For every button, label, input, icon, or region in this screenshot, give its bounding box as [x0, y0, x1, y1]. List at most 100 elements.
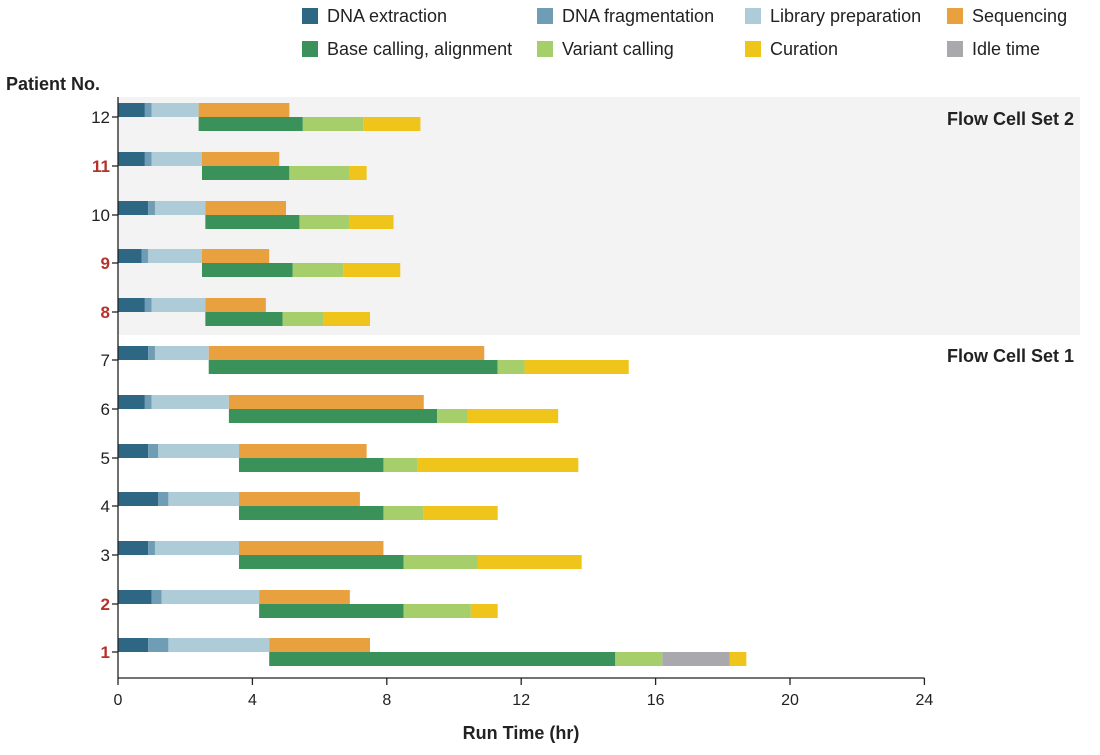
x-tick-label-20: 20 [781, 692, 799, 709]
bar-patient-8-bottom-base_calling_alignment [205, 312, 283, 326]
legend-swatch-curation [745, 41, 761, 57]
bar-patient-8-bottom-curation [322, 312, 370, 326]
bar-patient-2-top-dna_fragmentation [151, 590, 162, 604]
bar-patient-11-bottom-base_calling_alignment [202, 166, 290, 180]
legend-swatch-sequencing [947, 8, 963, 24]
legend-swatch-idle_time [947, 41, 963, 57]
bar-patient-6-bottom-curation [467, 409, 559, 423]
bar-patient-1-bottom-variant_calling [615, 652, 663, 666]
bar-patient-1-top-dna_extraction [118, 638, 149, 652]
x-tick-label-16: 16 [647, 692, 665, 709]
bar-patient-8-top-library_preparation [151, 298, 206, 312]
bar-patient-7-top-sequencing [208, 346, 485, 360]
bar-patient-12-top-library_preparation [151, 103, 199, 117]
legend-label-base_calling_alignment: Base calling, alignment [327, 39, 512, 59]
bar-patient-5-bottom-curation [417, 458, 579, 472]
bar-patient-8-top-sequencing [205, 298, 266, 312]
bar-patient-9-bottom-curation [343, 263, 401, 277]
y-tick-label-1: 1 [101, 643, 110, 662]
bar-patient-8-bottom-variant_calling [282, 312, 323, 326]
bar-patient-3-bottom-base_calling_alignment [238, 555, 404, 569]
bar-patient-2-top-library_preparation [161, 590, 260, 604]
y-tick-label-2: 2 [101, 595, 110, 614]
x-tick-label-24: 24 [916, 692, 934, 709]
bar-patient-12-top-sequencing [198, 103, 290, 117]
y-tick-label-6: 6 [101, 400, 110, 419]
y-tick-label-8: 8 [101, 303, 110, 322]
bar-patient-2-top-dna_extraction [118, 590, 152, 604]
legend: DNA extraction DNA fragmentation Library p… [302, 6, 1067, 59]
axes: 0 4 8 12 16 20 24 12 11 10 9 8 7 6 5 4 3 2 1 [91, 97, 933, 709]
bar-patient-2-bottom-variant_calling [403, 604, 471, 618]
bar-patient-6-top-dna_fragmentation [144, 395, 152, 409]
bar-patient-9-top-sequencing [202, 249, 270, 263]
bar-patient-7-bottom-curation [524, 360, 629, 374]
bar-patient-3-top-sequencing [238, 541, 384, 555]
bar-patient-5-top-dna_extraction [118, 444, 149, 458]
bar-patient-10-top-dna_extraction [118, 201, 149, 215]
bar-patient-3-bottom-variant_calling [403, 555, 478, 569]
group-label-2: Flow Cell Set 1 [947, 346, 1074, 366]
x-axis-title: Run Time (hr) [463, 723, 580, 743]
bar-patient-1-top-dna_fragmentation [148, 638, 169, 652]
bar-patient-2-bottom-base_calling_alignment [259, 604, 404, 618]
bar-patient-4-top-dna_fragmentation [158, 492, 169, 506]
bar-patient-11-top-library_preparation [151, 152, 202, 166]
y-tick-label-7: 7 [101, 351, 110, 370]
bar-patient-7-top-library_preparation [154, 346, 209, 360]
bar-patient-10-top-library_preparation [154, 201, 206, 215]
bar-patient-12-top-dna_extraction [118, 103, 145, 117]
bars [118, 103, 747, 666]
bar-patient-12-top-dna_fragmentation [144, 103, 152, 117]
bar-patient-1-top-library_preparation [168, 638, 270, 652]
bar-patient-9-top-dna_extraction [118, 249, 142, 263]
bar-patient-3-bottom-curation [477, 555, 582, 569]
bar-patient-11-top-sequencing [202, 152, 280, 166]
bar-patient-4-top-sequencing [238, 492, 360, 506]
bar-patient-12-bottom-curation [363, 117, 421, 131]
bar-patient-3-top-dna_fragmentation [148, 541, 155, 555]
bar-patient-10-bottom-curation [349, 215, 394, 229]
bar-patient-5-top-library_preparation [158, 444, 239, 458]
bar-patient-6-bottom-variant_calling [437, 409, 468, 423]
legend-label-dna_fragmentation: DNA fragmentation [562, 6, 714, 26]
bar-patient-10-top-sequencing [205, 201, 286, 215]
bar-patient-11-bottom-variant_calling [289, 166, 350, 180]
x-tick-label-0: 0 [114, 692, 123, 709]
bar-patient-9-top-library_preparation [148, 249, 202, 263]
bar-patient-10-bottom-variant_calling [299, 215, 350, 229]
y-tick-label-4: 4 [101, 497, 110, 516]
bar-patient-2-bottom-curation [470, 604, 498, 618]
legend-label-sequencing: Sequencing [972, 6, 1067, 26]
bar-patient-11-top-dna_fragmentation [144, 152, 152, 166]
legend-label-dna_extraction: DNA extraction [327, 6, 447, 26]
bar-patient-12-bottom-base_calling_alignment [198, 117, 303, 131]
bar-patient-2-top-sequencing [259, 590, 350, 604]
y-tick-label-9: 9 [101, 254, 110, 273]
y-tick-label-5: 5 [101, 449, 110, 468]
bar-patient-1-bottom-base_calling_alignment [269, 652, 616, 666]
legend-label-idle_time: Idle time [972, 39, 1040, 59]
y-tick-label-3: 3 [101, 546, 110, 565]
bar-patient-8-top-dna_fragmentation [144, 298, 152, 312]
group-label-1: Flow Cell Set 2 [947, 109, 1074, 129]
bar-patient-6-top-sequencing [228, 395, 424, 409]
bar-patient-1-bottom-curation [729, 652, 747, 666]
legend-swatch-base_calling_alignment [302, 41, 318, 57]
y-tick-label-11: 11 [92, 157, 110, 176]
bar-patient-4-bottom-base_calling_alignment [238, 506, 384, 520]
y-tick-label-12: 12 [91, 108, 110, 127]
bar-patient-6-top-library_preparation [151, 395, 229, 409]
bar-patient-11-top-dna_extraction [118, 152, 145, 166]
bar-patient-5-top-sequencing [238, 444, 367, 458]
x-tick-label-4: 4 [248, 692, 257, 709]
bar-patient-1-bottom-idle_time [662, 652, 730, 666]
bar-patient-10-top-dna_fragmentation [148, 201, 155, 215]
legend-label-library_preparation: Library preparation [770, 6, 921, 26]
bar-patient-7-top-dna_extraction [118, 346, 149, 360]
bar-patient-12-bottom-variant_calling [302, 117, 364, 131]
bar-patient-11-bottom-curation [349, 166, 367, 180]
bar-patient-3-top-library_preparation [154, 541, 239, 555]
bar-patient-5-top-dna_fragmentation [148, 444, 159, 458]
